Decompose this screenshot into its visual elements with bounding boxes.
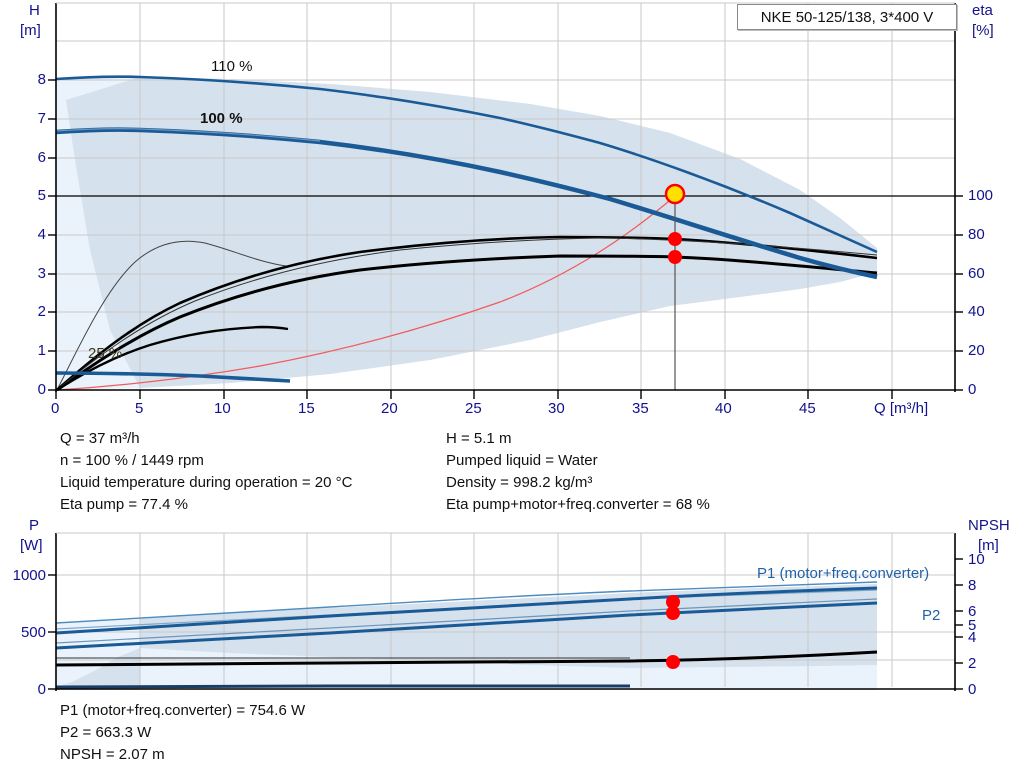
p1-curve — [55, 586, 878, 635]
info-h: H = 5.1 m — [446, 430, 512, 447]
head-curve-100-thin — [55, 128, 321, 142]
top-chart-axes — [48, 2, 963, 399]
system-curve — [56, 195, 676, 391]
top-y-tick-0: 0 — [37, 381, 46, 398]
eta-tick-100: 100 — [968, 187, 994, 204]
eta-25-curve — [56, 325, 289, 392]
eta-tick-40: 40 — [968, 303, 985, 320]
envelope-dark-region — [66, 77, 877, 388]
p1-upper-band-curve — [55, 581, 878, 624]
speed-label-110: 110 % — [211, 58, 253, 75]
top-y-tick-1: 1 — [37, 342, 46, 359]
top-y-tick-2: 2 — [37, 303, 46, 320]
legend-p2: P2 — [922, 607, 941, 624]
top-x-tick-15: 15 — [298, 400, 315, 417]
eta-pump-duty-point — [668, 232, 682, 246]
power-npsh-chart — [48, 532, 963, 691]
top-x-tick-5: 5 — [135, 400, 144, 417]
top-y-tick-6: 6 — [37, 149, 46, 166]
top-x-tick-0: 0 — [51, 400, 60, 417]
power-tick-1000: 1000 — [12, 567, 46, 584]
top-y-tick-5: 5 — [37, 187, 46, 204]
bottom-chart-right-axis-title: NPSH — [968, 517, 1010, 534]
power-tick-500: 500 — [20, 624, 46, 641]
bottom-results-block: P1 (motor+freq.converter) = 754.6 W P2 =… — [60, 700, 305, 766]
info-eta-pump: Eta pump = 77.4 % — [60, 496, 188, 513]
npsh-tick-8: 8 — [968, 577, 977, 594]
top-chart-right-axis-unit: [%] — [972, 22, 994, 39]
top-y-tick-3: 3 — [37, 265, 46, 282]
top-chart-y-axis-title: H — [29, 2, 40, 19]
speed-label-100: 100 % — [200, 110, 243, 127]
bottom-chart-y-axis-title: P — [29, 517, 40, 534]
top-chart-right-axis-title: eta — [972, 2, 993, 19]
top-x-tick-40: 40 — [715, 400, 732, 417]
top-x-tick-45: 45 — [799, 400, 816, 417]
info-density: Density = 998.2 kg/m³ — [446, 474, 593, 491]
info-eta-total: Eta pump+motor+freq.converter = 68 % — [446, 496, 710, 513]
eta-pump-thin-curve — [56, 237, 878, 391]
top-x-tick-10: 10 — [214, 400, 231, 417]
power-lower-band-curve — [55, 684, 630, 689]
npsh-curve — [55, 650, 878, 667]
top-y-tick-7: 7 — [37, 110, 46, 127]
head-curve-100 — [55, 127, 878, 280]
npsh-tick-6: 6 — [968, 603, 977, 620]
eta-pump-curve — [56, 235, 878, 391]
head-curve-25 — [55, 371, 291, 383]
head-duty-point — [664, 183, 686, 205]
top-x-tick-35: 35 — [632, 400, 649, 417]
power-tick-0: 0 — [37, 681, 46, 698]
npsh-duty-point — [666, 655, 680, 669]
npsh-tick-4: 4 — [968, 629, 977, 646]
top-x-tick-25: 25 — [465, 400, 482, 417]
operating-point-right-column: H = 5.1 m Pumped liquid = Water Density … — [446, 428, 710, 516]
head-efficiency-chart — [48, 2, 963, 399]
bottom-chart-right-axis-unit: [m] — [978, 537, 999, 554]
result-p1: P1 (motor+freq.converter) = 754.6 W — [60, 702, 306, 719]
npsh-tick-2: 2 — [968, 655, 977, 672]
p2-duty-point — [666, 606, 680, 620]
top-y-tick-8: 8 — [37, 71, 46, 88]
eta-total-duty-point — [668, 250, 682, 264]
npsh-tick-10: 10 — [968, 551, 985, 568]
info-q: Q = 37 m³/h — [60, 430, 140, 447]
bottom-chart-y-axis-unit: [W] — [20, 537, 43, 554]
eta-tick-0: 0 — [968, 381, 977, 398]
npsh-tick-0: 0 — [968, 681, 977, 698]
npsh-tick-5: 5 — [968, 617, 977, 634]
operating-point-left-column: Q = 37 m³/h n = 100 % / 1449 rpm Liquid … — [60, 428, 352, 516]
info-liquid-temp: Liquid temperature during operation = 20… — [60, 474, 353, 491]
eta-tick-60: 60 — [968, 265, 985, 282]
bottom-chart-axes — [48, 532, 963, 691]
eta-total-curve — [56, 254, 878, 392]
top-y-tick-4: 4 — [37, 226, 46, 243]
p2-band-curve — [55, 598, 878, 644]
info-liquid: Pumped liquid = Water — [446, 452, 598, 469]
top-x-tick-20: 20 — [381, 400, 398, 417]
eta-tick-20: 20 — [968, 342, 985, 359]
result-npsh: NPSH = 2.07 m — [60, 746, 165, 763]
top-chart-y-axis-unit: [m] — [20, 22, 41, 39]
info-speed: n = 100 % / 1449 rpm — [60, 452, 204, 469]
legend-p1: P1 (motor+freq.converter) — [757, 565, 930, 582]
eta-lowspeed-curve — [56, 240, 287, 391]
top-x-tick-30: 30 — [548, 400, 565, 417]
top-chart-x-axis-label: Q [m³/h] — [874, 400, 929, 417]
result-p2: P2 = 663.3 W — [60, 724, 152, 741]
p2-curve — [55, 601, 878, 650]
speed-label-25: 25 % — [88, 345, 123, 362]
eta-tick-80: 80 — [968, 226, 985, 243]
p1-duty-point — [666, 595, 680, 609]
head-curve-110 — [55, 75, 878, 254]
pump-model-title: NKE 50-125/138, 3*400 V — [737, 4, 957, 30]
